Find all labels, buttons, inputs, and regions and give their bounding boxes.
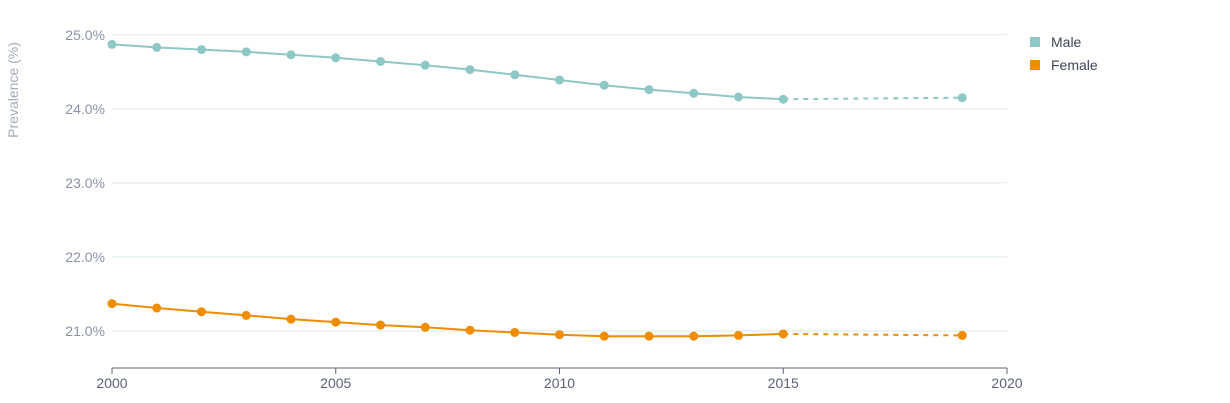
male-data-point[interactable]	[197, 45, 206, 55]
male-legend-swatch[interactable]	[1030, 37, 1040, 47]
female-data-point[interactable]	[689, 331, 699, 341]
female-data-point[interactable]	[465, 325, 475, 335]
male-data-point[interactable]	[734, 92, 743, 102]
male-data-point[interactable]	[465, 65, 475, 75]
y-tick-label: 22.0%	[65, 249, 105, 265]
series-points[interactable]	[107, 39, 967, 341]
y-tick-label: 23.0%	[65, 175, 105, 191]
female-data-point[interactable]	[376, 320, 385, 330]
legend[interactable]: Male Female	[1030, 34, 1098, 73]
male-data-point[interactable]	[599, 80, 609, 90]
male-data-point[interactable]	[957, 93, 967, 103]
male-data-point[interactable]	[778, 94, 788, 104]
female-data-point[interactable]	[555, 330, 564, 340]
y-tick-label: 25.0%	[65, 27, 105, 43]
female-data-point[interactable]	[241, 310, 251, 320]
male-legend-label[interactable]: Male	[1051, 34, 1082, 50]
male-data-point[interactable]	[152, 42, 162, 52]
y-axis-tick-labels: 21.0% 22.0% 23.0% 24.0% 25.0%	[65, 27, 105, 339]
female-data-point[interactable]	[778, 329, 788, 339]
series-lines	[111, 43, 963, 338]
x-tick-label: 2010	[544, 375, 575, 391]
female-data-point[interactable]	[286, 314, 296, 324]
grid-lines	[112, 34, 1007, 332]
female-data-point[interactable]	[734, 330, 743, 340]
female-data-point[interactable]	[152, 303, 162, 313]
male-data-point[interactable]	[331, 53, 341, 63]
male-data-point[interactable]	[241, 47, 251, 57]
female-data-point[interactable]	[197, 307, 206, 317]
male-data-point[interactable]	[420, 60, 430, 70]
male-data-point[interactable]	[689, 88, 699, 98]
x-axis-ticks: 2000 2005 2010 2015 2020	[96, 368, 1023, 391]
x-tick-label: 2000	[96, 375, 127, 391]
x-tick-label: 2015	[768, 375, 799, 391]
x-tick-label: 2005	[320, 375, 351, 391]
y-axis-title: Prevalence (%)	[5, 42, 21, 138]
female-series-line	[111, 302, 784, 338]
y-tick-label: 24.0%	[65, 101, 105, 117]
female-data-point[interactable]	[644, 331, 654, 341]
x-tick-label: 2020	[991, 375, 1022, 391]
y-tick-label: 21.0%	[65, 323, 105, 339]
female-projection-line	[783, 332, 963, 337]
female-data-point[interactable]	[420, 322, 430, 332]
male-data-point[interactable]	[107, 39, 117, 49]
male-projection-line	[783, 96, 963, 101]
female-data-point[interactable]	[331, 317, 341, 327]
male-data-point[interactable]	[644, 85, 654, 95]
male-data-point[interactable]	[376, 56, 385, 66]
male-data-point[interactable]	[510, 70, 520, 80]
female-data-point[interactable]	[957, 330, 967, 340]
female-data-point[interactable]	[107, 299, 117, 309]
female-legend-label[interactable]: Female	[1051, 57, 1098, 73]
male-series-line	[111, 43, 784, 101]
male-data-point[interactable]	[555, 75, 564, 85]
female-data-point[interactable]	[599, 331, 609, 341]
female-legend-swatch[interactable]	[1030, 60, 1040, 70]
male-data-point[interactable]	[286, 50, 296, 60]
female-data-point[interactable]	[510, 327, 520, 337]
